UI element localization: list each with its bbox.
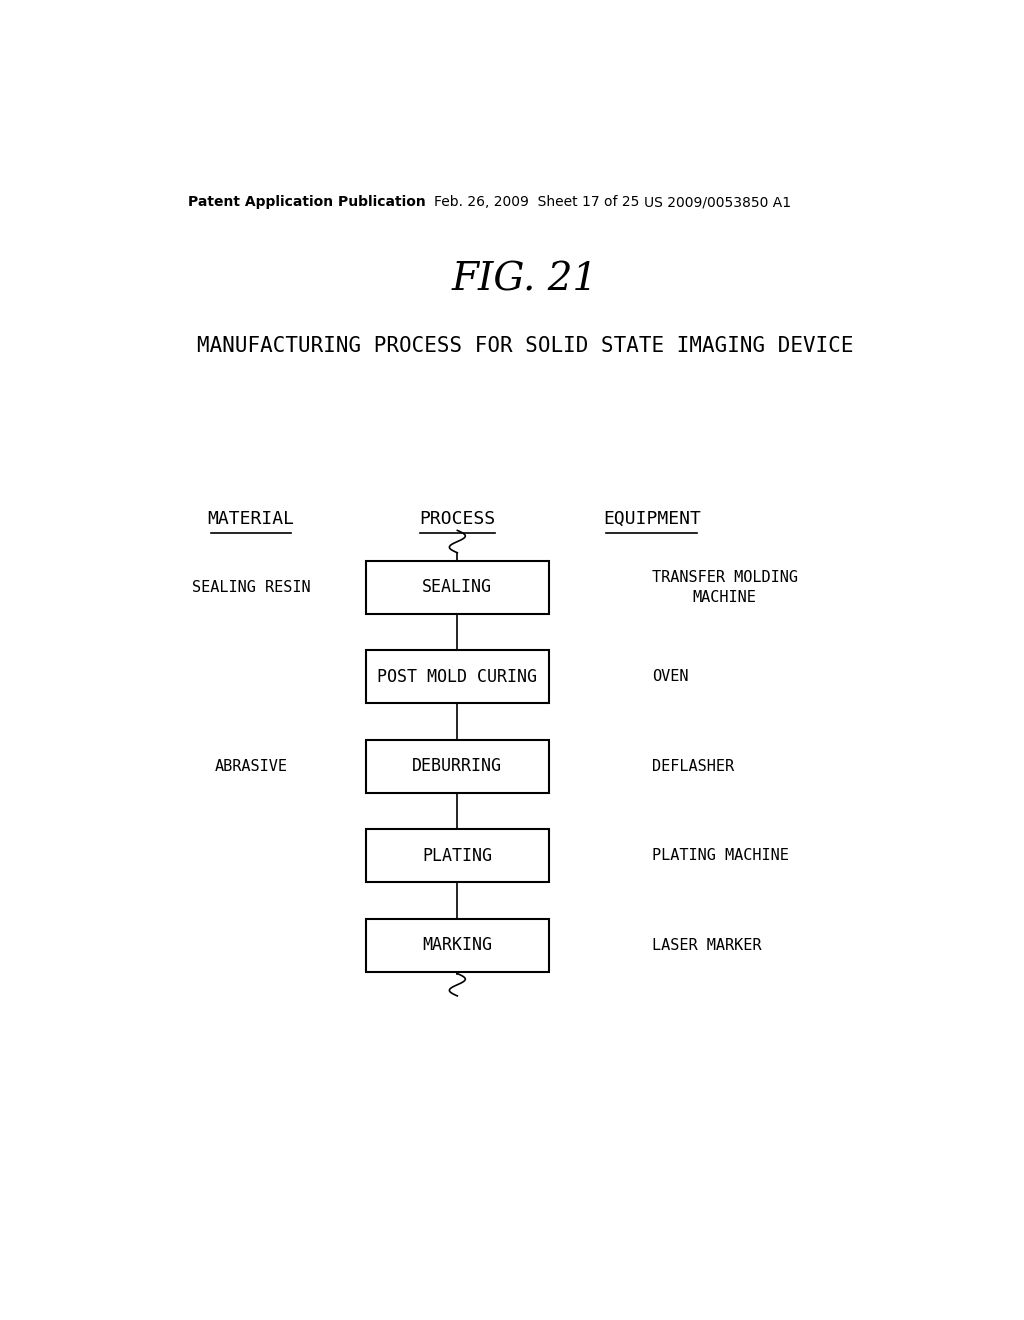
Text: OVEN: OVEN [652, 669, 688, 684]
Text: PLATING: PLATING [422, 846, 493, 865]
Text: POST MOLD CURING: POST MOLD CURING [377, 668, 538, 686]
Bar [367, 829, 549, 882]
Text: EQUIPMENT: EQUIPMENT [603, 511, 700, 528]
Text: MARKING: MARKING [422, 936, 493, 954]
Bar [367, 739, 549, 792]
Text: SEALING: SEALING [422, 578, 493, 597]
Text: Feb. 26, 2009  Sheet 17 of 25: Feb. 26, 2009 Sheet 17 of 25 [433, 195, 639, 209]
Text: DEBURRING: DEBURRING [413, 758, 503, 775]
Text: MANUFACTURING PROCESS FOR SOLID STATE IMAGING DEVICE: MANUFACTURING PROCESS FOR SOLID STATE IM… [197, 337, 853, 356]
Text: LASER MARKER: LASER MARKER [652, 937, 761, 953]
Text: SEALING RESIN: SEALING RESIN [191, 579, 310, 595]
Text: MATERIAL: MATERIAL [208, 511, 295, 528]
Text: ABRASIVE: ABRASIVE [214, 759, 288, 774]
Text: US 2009/0053850 A1: US 2009/0053850 A1 [644, 195, 791, 209]
Text: Patent Application Publication: Patent Application Publication [187, 195, 425, 209]
Text: TRANSFER MOLDING
MACHINE: TRANSFER MOLDING MACHINE [652, 570, 798, 605]
Bar [367, 651, 549, 704]
Text: PLATING MACHINE: PLATING MACHINE [652, 849, 788, 863]
Text: DEFLASHER: DEFLASHER [652, 759, 734, 774]
Text: PROCESS: PROCESS [419, 511, 496, 528]
Bar [367, 561, 549, 614]
Text: FIG. 21: FIG. 21 [452, 261, 598, 298]
Bar [367, 919, 549, 972]
